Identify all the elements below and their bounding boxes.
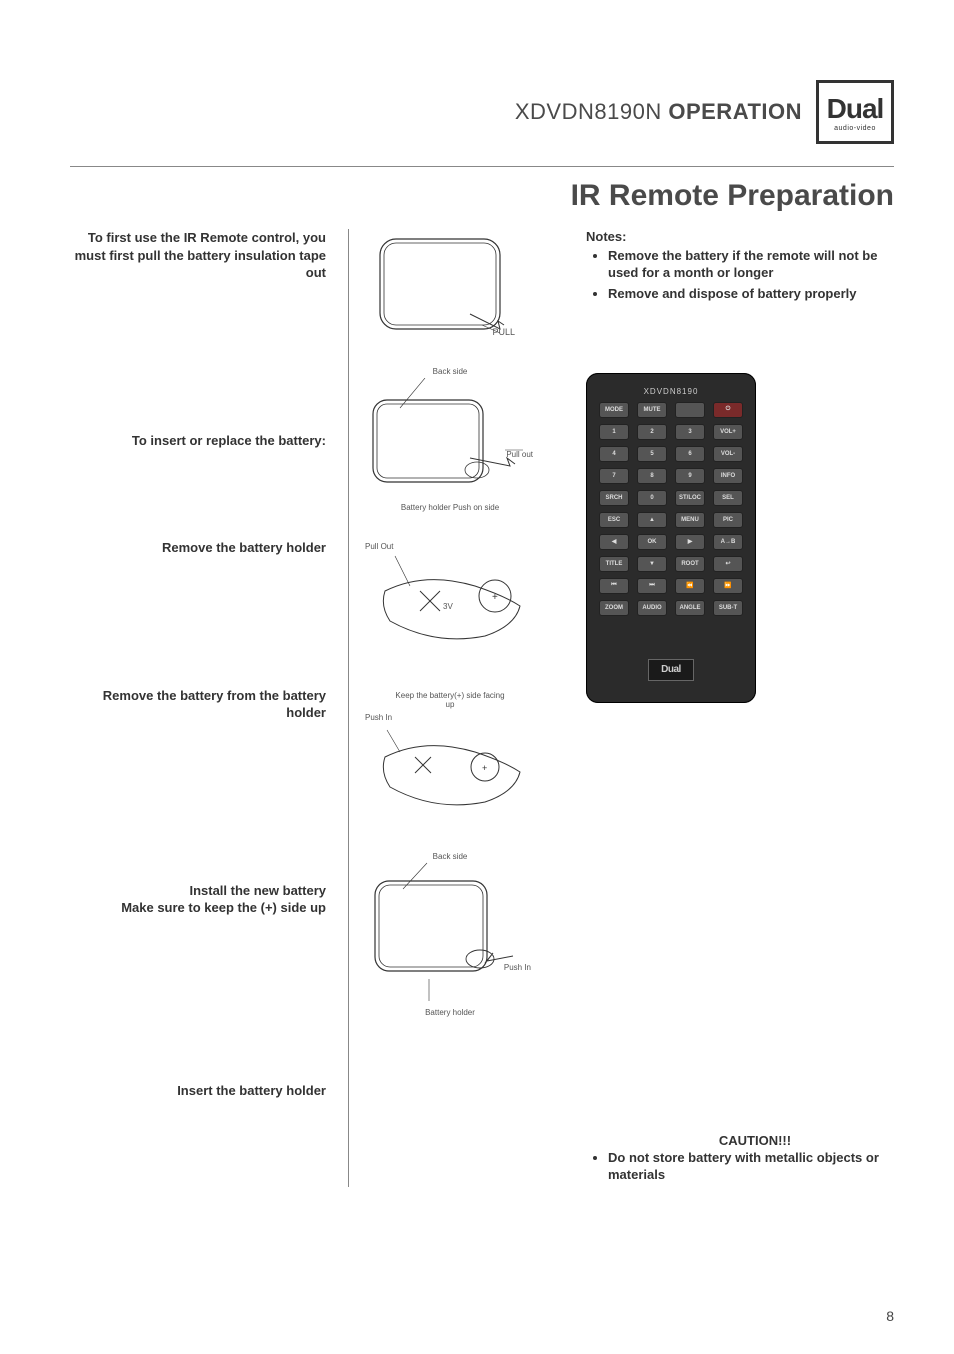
remote-button: ⏭ (637, 578, 667, 594)
remote-button: ⏮ (599, 578, 629, 594)
remote-button: A→B (713, 534, 743, 550)
logo-subtext: audio-video (834, 125, 876, 132)
remote-button: 4 (599, 446, 629, 462)
back-side-label: Back side (433, 367, 468, 376)
remote-button: 9 (675, 468, 705, 484)
remote-button: MENU (675, 512, 705, 528)
keep-label: Keep the battery(+) side facing up (395, 691, 505, 709)
page-number: 8 (886, 1308, 894, 1324)
notes-list: Remove the battery if the remote will no… (586, 248, 894, 303)
remote-button: AUDIO (637, 600, 667, 616)
remote-button: ST/LOC (675, 490, 705, 506)
remote-button (675, 402, 705, 418)
dual-logo: Dual audio-video (816, 80, 894, 144)
pullout-label: Pull out (506, 450, 533, 459)
logo-text: Dual (827, 93, 884, 125)
step-6: Insert the battery holder (70, 1082, 326, 1100)
step-1: To first use the IR Remote control, you … (70, 229, 326, 282)
remote-button: ↩ (713, 556, 743, 572)
remote-button: MUTE (637, 402, 667, 418)
remote-button: ▲ (637, 512, 667, 528)
remote-button: ⏩ (713, 578, 743, 594)
pushin2-label: Push In (504, 963, 531, 972)
model-number: XDVDN8190N (515, 99, 662, 124)
step-5-line2: Make sure to keep the (+) side up (121, 900, 326, 915)
remote-button: ZOOM (599, 600, 629, 616)
remote-button: ANGLE (675, 600, 705, 616)
remote-button: SEL (713, 490, 743, 506)
remote-button: SUB-T (713, 600, 743, 616)
svg-text:+: + (482, 763, 487, 773)
header-divider (70, 166, 894, 167)
notes-heading: Notes: (586, 229, 894, 244)
remote-button: 5 (637, 446, 667, 462)
remote-button: ESC (599, 512, 629, 528)
remote-button-grid: MODE MUTE ⏻ 123 VOL+ 456 VOL- 789 INFO SRCH 0 ST/LO… (599, 402, 743, 616)
remote-button: ▶ (675, 534, 705, 550)
remote-button: VOL+ (713, 424, 743, 440)
step-3: Remove the battery holder (70, 539, 326, 557)
header: XDVDN8190N OPERATION Dual audio-video (70, 80, 894, 144)
svg-text:+: + (492, 592, 498, 603)
remote-illustration: XDVDN8190 MODE MUTE ⏻ 123 VOL+ 456 VOL- 789 INFO… (586, 373, 756, 703)
remote-button: 1 (599, 424, 629, 440)
page-title: IR Remote Preparation (70, 179, 894, 213)
svg-text:3V: 3V (443, 602, 453, 611)
caution-list: Do not store battery with metallic objec… (586, 1150, 894, 1184)
step-2: To insert or replace the battery: (70, 432, 326, 450)
illus-remove-holder: Back side Pull out Battery holder Push o… (365, 367, 535, 512)
remote-model: XDVDN8190 (644, 387, 699, 396)
content-grid: To first use the IR Remote control, you … (70, 229, 894, 1187)
step-5: Install the new battery Make sure to kee… (70, 882, 326, 917)
caution-text: Do not store battery with metallic objec… (608, 1150, 894, 1184)
note-1: Remove the battery if the remote will no… (608, 248, 894, 282)
remote-button: 6 (675, 446, 705, 462)
remote-button: ⏻ (713, 402, 743, 418)
remote-button: ⏪ (675, 578, 705, 594)
batt-holder2-label: Battery holder (425, 1008, 475, 1017)
remote-button: 7 (599, 468, 629, 484)
illus-pull-tape: PULL (365, 229, 535, 337)
illus-install-battery: Keep the battery(+) side facing up Push … (365, 691, 535, 822)
remote-button: TITLE (599, 556, 629, 572)
remote-button: SRCH (599, 490, 629, 506)
illus-remove-battery: Pull Out + 3V (365, 542, 535, 661)
step-4: Remove the battery from the battery hold… (70, 687, 326, 722)
note-2: Remove and dispose of battery properly (608, 286, 894, 303)
remote-button: ROOT (675, 556, 705, 572)
batt-holder-label: Battery holder Push on side (401, 503, 499, 512)
remote-button: PIC (713, 512, 743, 528)
right-column: Notes: Remove the battery if the remote … (566, 229, 894, 1187)
pushin-label: Push In (365, 713, 392, 722)
caution-heading: CAUTION!!! (586, 1133, 894, 1148)
remote-button: 0 (637, 490, 667, 506)
illustrations-column: PULL Back side Pull out Battery holder P… (348, 229, 548, 1187)
remote-button: 8 (637, 468, 667, 484)
illus-insert-holder: Back side Push In Battery holder (365, 852, 535, 1017)
caution-block: CAUTION!!! Do not store battery with met… (586, 1133, 894, 1184)
remote-button: INFO (713, 468, 743, 484)
remote-brand: Dual (648, 659, 694, 681)
remote-button: MODE (599, 402, 629, 418)
operation-label: OPERATION (668, 99, 802, 124)
back-side-label-2: Back side (433, 852, 468, 861)
pull-label: PULL (492, 327, 515, 337)
remote-button: 3 (675, 424, 705, 440)
pullout2-label: Pull Out (365, 542, 393, 551)
step-5-line1: Install the new battery (189, 883, 326, 898)
steps-column: To first use the IR Remote control, you … (70, 229, 330, 1187)
remote-button: 2 (637, 424, 667, 440)
remote-button: OK (637, 534, 667, 550)
remote-button: VOL- (713, 446, 743, 462)
header-title: XDVDN8190N OPERATION (515, 99, 802, 125)
remote-button: ▼ (637, 556, 667, 572)
remote-button: ◀ (599, 534, 629, 550)
